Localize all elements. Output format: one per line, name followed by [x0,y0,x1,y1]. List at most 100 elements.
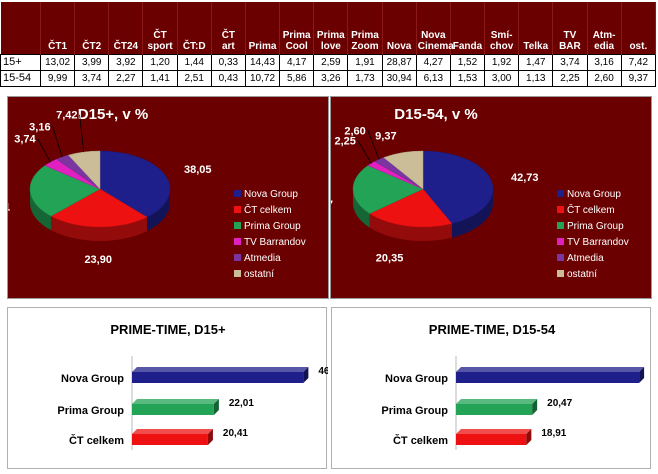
table-header-text: ČT2 [82,40,102,52]
table-cell: 3,74 [552,53,588,71]
pie-data-label: 20,35 [376,253,404,265]
table-header-cell: Telka [518,2,554,54]
legend-swatch [234,238,241,245]
legend-label: ostatní [244,269,274,280]
table-cell: 3,92 [108,53,144,71]
table-cell: 14,43 [244,53,281,71]
pie-data-label: 7,42 [56,110,77,122]
table-cell: 1,44 [176,53,212,71]
pie-chart-d15-54: D15-54, v % 42,73 20,35 21,57 2,252,60 9,37 No… [330,96,652,299]
bar [132,367,309,383]
share-table: ČT1 ČT2 ČT24 ČT sport ČT:D ČT art Prima Prima Cool… [0,2,657,87]
table-header-cell: Smí-chov [484,2,520,54]
table-header-text: Atm- [592,29,616,41]
pie-leader-line [367,130,380,160]
pie-data-label: 2,25 [335,136,356,148]
table-cell: 1,73 [347,69,383,87]
pie-leader-line [357,140,372,164]
table-cell: 2,25 [552,69,588,87]
legend-swatch [234,254,241,261]
table-cell: 0,43 [210,69,246,87]
table-header-cell: TV BAR [552,2,588,54]
table-header-cell: ČT:D [177,2,212,54]
table-cell: 13,02 [39,53,76,71]
table-header-cell: Nova [382,2,417,54]
pie-leader-line [79,114,85,153]
table-header-text: ČT [153,29,167,41]
bar-chart-title: PRIME-TIME, D15+ [110,322,226,337]
table-header-text: Prima [316,29,345,41]
table-cell: 2,51 [176,69,212,87]
table-cell: 2,59 [313,53,349,71]
legend-label: Atmedia [244,253,281,264]
table-header-text: ČT [221,29,236,41]
bar-category-label: Nova Group [61,373,124,385]
table-header-text: Prima [248,40,277,52]
table-header-text: Prima [282,29,311,41]
pie-slice [50,188,148,228]
table-cell: 3,99 [74,53,110,71]
bar [132,399,219,415]
table-header-text: Smí- [490,29,513,41]
table-cell: 1,13 [518,69,554,87]
table-header-text: Telka [523,40,549,52]
pie-slice [422,150,494,224]
table-cell: 1,47 [518,53,554,71]
bar-category-label: Prima Group [381,405,448,417]
bar-category-label: Prima Group [57,405,124,417]
table-header-cell: ČT1 [40,2,76,54]
pie-title: D15+, v % [78,106,148,123]
table-header-text: TV [563,29,577,41]
pie-slice [67,150,101,190]
legend-swatch [234,206,241,213]
pie-data-label: 2,60 [344,125,365,137]
legend-swatch [234,222,241,229]
legend-label: Nova Group [244,189,298,200]
table-cell: 1,41 [142,69,178,87]
bar [456,367,645,383]
table-cell: 3,26 [313,69,349,87]
table-cell: 4,27 [415,53,451,71]
pie-data-label: 21,57 [331,199,333,211]
table-header-cell: Prima [245,2,281,54]
table-cell: 9,99 [39,69,76,87]
bar-category-label: ČT celkem [393,434,448,447]
table-header-text: ost. [629,40,648,52]
legend-swatch [557,270,564,277]
legend-label: Prima Group [567,221,624,232]
table-header-cell: ČT sport [142,2,178,54]
bar-category-label: ČT celkem [69,434,124,447]
table-header-text: Cool [285,40,308,52]
table-header-text: Fanda [452,40,483,52]
pie-slice-side [30,189,51,231]
table-header-text: ČT24 [113,40,139,52]
pie-chart-d15-54-svg: D15-54, v % 42,73 20,35 21,57 2,252,60 9,37 No… [331,106,629,280]
table-cell: 3,00 [484,69,520,87]
bar-chart-prime-time-d15plus: PRIME-TIME, D15+ Nova Group 46,07 Prima Gro… [7,307,328,469]
table-header-row: ČT1 ČT2 ČT24 ČT sport ČT:D ČT art Prima Prima Cool… [0,2,657,54]
table-corner-cell [0,2,41,54]
legend-swatch [234,270,241,277]
bar-value-label: 22,01 [229,398,254,409]
pie-chart-d15plus-svg: D15+, v % 38,05 23,90 23,1 3,743,16 7,42 Nova … [8,106,306,280]
pie-slice-side [451,189,493,238]
pie-data-label: 3,16 [29,121,50,133]
legend-swatch [234,190,241,197]
legend-swatch [557,222,564,229]
pie-data-label: 23,1 [8,202,10,214]
pie-data-label: 9,37 [375,130,396,142]
pie-chart-d15plus: D15+, v % 38,05 23,90 23,1 3,743,16 7,42 Nova … [7,96,329,299]
table-header-cell: Prima Zoom [347,2,383,54]
pie-data-label: 3,74 [14,134,36,146]
table-header-text: ČT1 [48,40,68,52]
table-header-text: art [221,40,235,52]
table-header-cell: Prima Cool [279,2,315,54]
table-cell: 1,20 [142,53,178,71]
table-row: 15-54 9,99 3,74 2,27 1,41 2,51 0,43 10,72 5,86 3,… [0,69,657,87]
table-cell: 1,91 [347,53,383,71]
pie-slice [99,150,171,218]
legend-label: TV Barrandov [244,237,306,248]
table-cell: 1,92 [484,53,520,71]
bar [456,399,538,415]
